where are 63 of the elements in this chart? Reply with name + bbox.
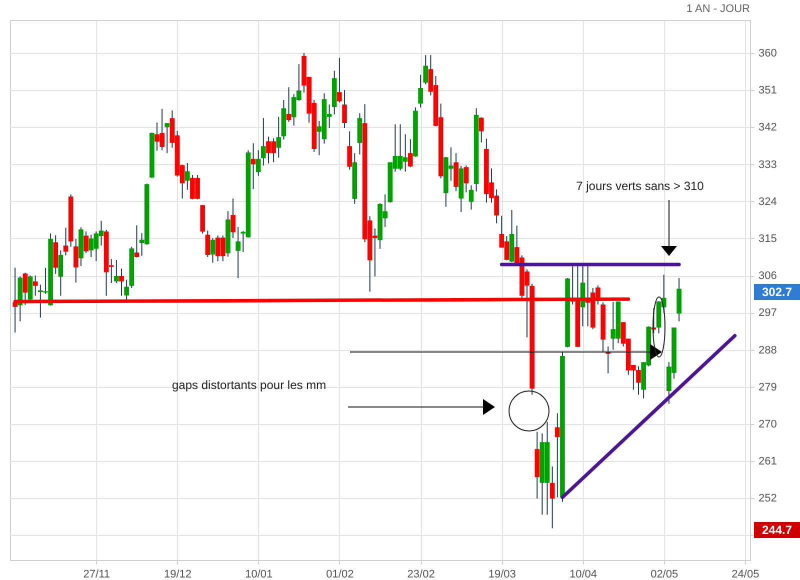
candlestick — [256, 150, 261, 176]
text: 244.7 — [762, 523, 792, 537]
candlestick — [342, 90, 347, 128]
candlestick — [32, 275, 38, 296]
y-tick-label: 342 — [758, 122, 777, 134]
x-tick-label: 01/02 — [326, 568, 354, 580]
x-tick-label: 10/04 — [569, 568, 598, 580]
candlestick — [337, 57, 342, 103]
chart-title: 1 AN - JOUR — [686, 3, 750, 15]
candlestick — [423, 54, 428, 85]
candlestick — [84, 230, 88, 254]
candlestick — [58, 250, 64, 296]
x-tick-label: 24/05 — [732, 568, 760, 580]
candlestick — [73, 238, 78, 284]
x-tick-label: 23/02 — [407, 568, 435, 580]
candlestick — [63, 227, 68, 256]
candlestick — [464, 165, 469, 193]
candlestick — [236, 226, 240, 279]
annotation: gaps distortants pour les mm — [172, 378, 326, 392]
y-tick-label: 324 — [758, 196, 777, 208]
text: 302.7 — [762, 285, 792, 299]
candlestick — [114, 259, 119, 284]
y-tick-label: 360 — [758, 47, 777, 60]
candlestick — [28, 275, 33, 301]
candlestick — [454, 152, 458, 192]
y-tick-label: 261 — [758, 456, 777, 468]
y-tick-label: 351 — [758, 84, 777, 97]
candlestick — [124, 279, 129, 301]
y-tick-label: 288 — [758, 344, 777, 356]
candlestick — [164, 122, 170, 154]
x-tick-label: 02/05 — [650, 568, 678, 580]
x-tick-label: 19/12 — [164, 568, 192, 580]
candlestick — [554, 412, 560, 498]
x-tick-label: 27/11 — [83, 568, 110, 580]
y-tick-label: 252 — [758, 492, 777, 505]
candlestick — [134, 224, 140, 258]
y-tick-label: 270 — [758, 418, 777, 430]
candlestick — [205, 230, 210, 258]
y-tick-label: 306 — [758, 270, 777, 282]
x-tick-label: 10/01 — [245, 568, 273, 580]
candlestick — [408, 138, 413, 168]
y-tick-label: 315 — [758, 232, 777, 245]
y-tick-label: 333 — [758, 158, 777, 171]
y-tick-label: 279 — [758, 381, 777, 394]
candlestick — [478, 116, 484, 143]
y-tick-label: 297 — [758, 307, 777, 320]
candlestick — [606, 346, 610, 374]
candlestick — [468, 184, 474, 210]
candlestick — [184, 162, 190, 190]
x-tick-label: 19/03 — [488, 568, 516, 580]
candlestick — [550, 466, 555, 529]
candlestick — [357, 112, 362, 155]
candlestick — [276, 116, 282, 158]
candlestick — [261, 118, 266, 166]
candlestick — [230, 198, 236, 239]
candlestick — [676, 278, 682, 322]
candlestick — [418, 74, 423, 108]
candlestick — [250, 142, 256, 190]
candlestick — [286, 86, 292, 122]
annotation: 7 jours verts sans > 310 — [576, 179, 704, 193]
candlestick — [210, 238, 216, 264]
candlestick — [347, 130, 352, 170]
candlestick — [119, 268, 124, 296]
